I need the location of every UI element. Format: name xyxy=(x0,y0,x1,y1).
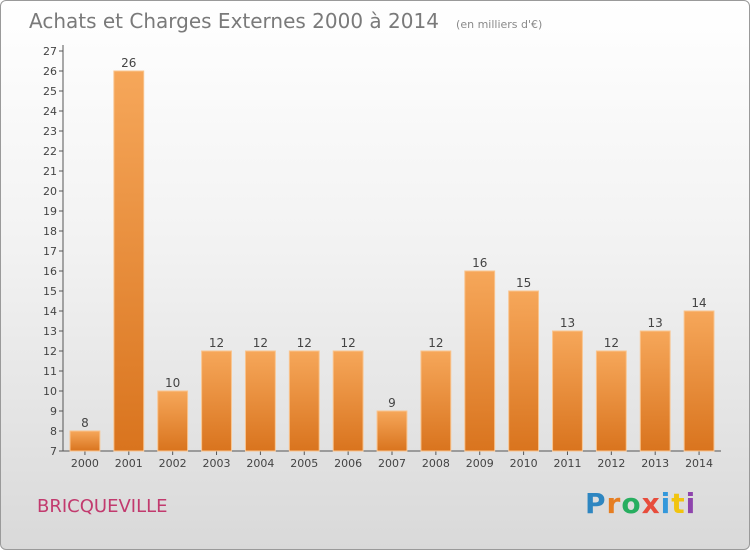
value-label-2011: 13 xyxy=(560,316,575,330)
logo-letter: o xyxy=(621,487,642,520)
value-label-2010: 15 xyxy=(516,276,531,290)
value-label-2008: 12 xyxy=(428,336,443,350)
x-tick-label-2007: 2007 xyxy=(378,457,406,470)
logo-letter: i xyxy=(685,487,697,520)
value-label-2007: 9 xyxy=(388,396,396,410)
x-tick-label-2005: 2005 xyxy=(290,457,318,470)
logo-letter: P xyxy=(585,487,607,520)
x-tick-label-2004: 2004 xyxy=(246,457,274,470)
value-label-2012: 12 xyxy=(604,336,619,350)
x-tick-label-2010: 2010 xyxy=(510,457,538,470)
value-label-2005: 12 xyxy=(297,336,312,350)
y-tick-label: 11 xyxy=(43,365,57,378)
y-tick-label: 10 xyxy=(43,385,57,398)
proxiti-logo: Proxiti xyxy=(585,487,696,520)
y-tick-label: 27 xyxy=(43,45,57,58)
y-tick-label: 18 xyxy=(43,225,57,238)
logo-letter: i xyxy=(660,487,672,520)
commune-name: BRICQUEVILLE xyxy=(37,496,168,517)
bar-2000 xyxy=(69,430,101,452)
y-tick-label: 13 xyxy=(43,325,57,338)
y-tick-label: 7 xyxy=(50,445,57,458)
value-label-2014: 14 xyxy=(691,296,706,310)
bar-2011 xyxy=(552,330,583,452)
value-label-2009: 16 xyxy=(472,256,487,270)
x-tick-label-2014: 2014 xyxy=(685,457,713,470)
logo-letter: x xyxy=(641,487,661,520)
y-tick-label: 22 xyxy=(43,145,57,158)
value-label-2000: 8 xyxy=(81,416,89,430)
bar-2005 xyxy=(288,350,320,452)
bar-2012 xyxy=(595,350,627,452)
chart-title: Achats et Charges Externes 2000 à 2014 xyxy=(29,9,439,33)
y-tick-label: 8 xyxy=(50,425,57,438)
y-tick-label: 14 xyxy=(43,305,57,318)
y-tick-label: 20 xyxy=(43,185,57,198)
x-tick-label-2013: 2013 xyxy=(641,457,669,470)
bar-2006 xyxy=(332,350,364,452)
logo-letter: r xyxy=(606,487,622,520)
value-label-2004: 12 xyxy=(253,336,268,350)
y-tick-label: 19 xyxy=(43,205,57,218)
title-row: Achats et Charges Externes 2000 à 2014 (… xyxy=(29,9,542,33)
bar-2008 xyxy=(420,350,452,452)
y-tick-label: 9 xyxy=(50,405,57,418)
y-tick-label: 25 xyxy=(43,85,57,98)
y-tick-label: 24 xyxy=(43,105,57,118)
bar-2007 xyxy=(376,410,408,452)
x-tick-label-2008: 2008 xyxy=(422,457,450,470)
bar-2014 xyxy=(683,310,715,452)
x-tick-label-2000: 2000 xyxy=(71,457,99,470)
y-tick-label: 12 xyxy=(43,345,57,358)
y-tick-label: 17 xyxy=(43,245,57,258)
value-label-2006: 12 xyxy=(340,336,355,350)
x-tick-label-2012: 2012 xyxy=(597,457,625,470)
bars xyxy=(69,70,715,452)
bar-2013 xyxy=(639,330,671,452)
x-tick-label-2009: 2009 xyxy=(466,457,494,470)
value-label-2002: 10 xyxy=(165,376,180,390)
bar-2009 xyxy=(464,270,496,452)
bar-2001 xyxy=(113,70,145,452)
bar-2004 xyxy=(244,350,276,452)
logo-letter: t xyxy=(671,487,686,520)
y-tick-label: 21 xyxy=(43,165,57,178)
x-tick-label-2001: 2001 xyxy=(115,457,143,470)
y-tick-label: 15 xyxy=(43,285,57,298)
value-label-2003: 12 xyxy=(209,336,224,350)
value-label-2013: 13 xyxy=(648,316,663,330)
value-label-2001: 26 xyxy=(121,56,136,70)
x-tick-label-2003: 2003 xyxy=(203,457,231,470)
chart-unit: (en milliers d'€) xyxy=(456,18,543,31)
y-tick-label: 26 xyxy=(43,65,57,78)
x-tick-label-2011: 2011 xyxy=(553,457,581,470)
x-tick-label-2006: 2006 xyxy=(334,457,362,470)
x-tick-label-2002: 2002 xyxy=(159,457,187,470)
y-tick-label: 23 xyxy=(43,125,57,138)
bar-2002 xyxy=(157,390,189,452)
labels: 7 8 9 10 11 12 13 14 15 16 17 18 19 20 21 22 23 24 25 26 27 8… xyxy=(43,45,713,470)
bar-2010 xyxy=(508,290,540,452)
bar-2003 xyxy=(201,350,232,452)
y-tick-label: 16 xyxy=(43,265,57,278)
